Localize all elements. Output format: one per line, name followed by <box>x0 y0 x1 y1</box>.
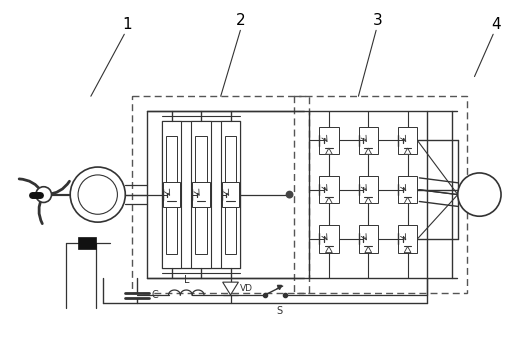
Bar <box>78 237 96 249</box>
Bar <box>319 225 339 253</box>
Polygon shape <box>365 246 372 253</box>
Bar <box>163 182 180 207</box>
Circle shape <box>78 175 117 214</box>
Bar <box>132 96 309 293</box>
Circle shape <box>458 173 501 216</box>
Polygon shape <box>404 148 411 154</box>
Text: L: L <box>184 275 189 285</box>
Text: 1: 1 <box>123 17 132 32</box>
Polygon shape <box>222 282 238 295</box>
Bar <box>195 136 207 254</box>
Bar <box>221 121 240 268</box>
Circle shape <box>36 187 52 202</box>
Bar <box>359 225 378 253</box>
Polygon shape <box>326 148 332 154</box>
Bar <box>398 225 417 253</box>
Bar <box>161 121 181 268</box>
Bar <box>225 136 237 254</box>
Text: 3: 3 <box>373 13 383 28</box>
Polygon shape <box>365 148 372 154</box>
Bar <box>359 127 378 154</box>
Circle shape <box>286 191 294 199</box>
Bar <box>319 176 339 203</box>
Polygon shape <box>404 197 411 203</box>
Bar <box>295 96 467 293</box>
Bar <box>398 127 417 154</box>
Bar <box>221 182 239 207</box>
Text: 2: 2 <box>236 13 245 28</box>
Text: S: S <box>277 306 283 316</box>
Bar <box>398 176 417 203</box>
Text: 4: 4 <box>491 17 501 32</box>
Bar <box>319 127 339 154</box>
Bar <box>192 182 210 207</box>
Polygon shape <box>404 246 411 253</box>
Bar <box>191 121 211 268</box>
Polygon shape <box>326 197 332 203</box>
Bar <box>166 136 177 254</box>
Polygon shape <box>365 197 372 203</box>
Polygon shape <box>326 246 332 253</box>
Circle shape <box>70 167 125 222</box>
Bar <box>359 176 378 203</box>
Text: C: C <box>152 290 159 300</box>
Text: VD: VD <box>240 284 254 292</box>
